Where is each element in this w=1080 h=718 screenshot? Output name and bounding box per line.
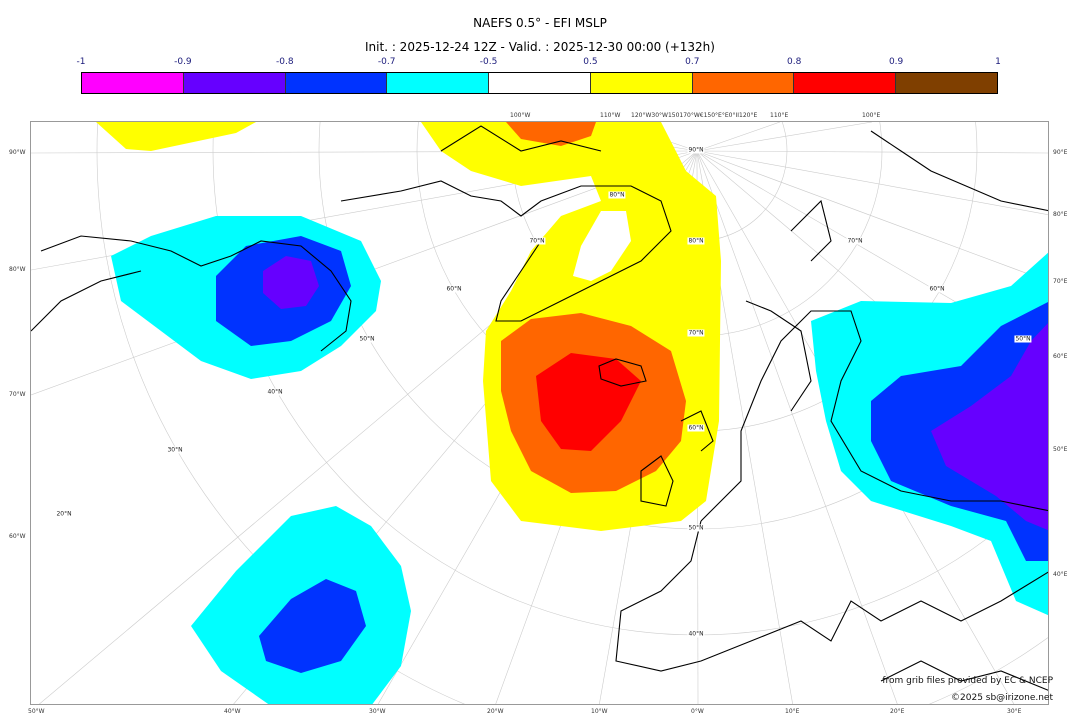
- axis-label-left: 90°W: [9, 149, 26, 156]
- axis-label-top: 110°E: [770, 112, 789, 119]
- field-white-hole: [573, 211, 631, 281]
- axis-label-top: 120°W30°W150170°W€150°E°E0°II120°E: [631, 112, 758, 119]
- colorbar-tick-label: 1: [995, 57, 1001, 67]
- latitude-label: 40°N: [266, 388, 284, 396]
- axis-label-bottom: 20°W: [487, 708, 504, 715]
- axis-label-bottom: 50°W: [28, 708, 45, 715]
- colorbar-tick-label: 0.5: [583, 57, 598, 67]
- chart-subtitle: Init. : 2025-12-24 12Z - Valid. : 2025-1…: [365, 40, 715, 54]
- axis-label-bottom: 30°E: [1007, 708, 1022, 715]
- latitude-label: 70°N: [687, 329, 705, 337]
- axis-label-left: 60°W: [9, 533, 26, 540]
- axis-label-right: 50°E: [1053, 446, 1068, 453]
- efi-fields: [96, 122, 1048, 704]
- colorbar-tick-label: 0.8: [787, 57, 802, 67]
- latitude-label: 70°N: [846, 237, 864, 245]
- chart-title: NAEFS 0.5° - EFI MSLP: [473, 16, 607, 30]
- colorbar-segment: [183, 73, 286, 93]
- axis-label-right: 80°E: [1053, 211, 1068, 218]
- colorbar-segment: [896, 73, 998, 93]
- axis-label-bottom: 0°W: [691, 708, 704, 715]
- axis-label-bottom: 10°W: [591, 708, 608, 715]
- axis-label-bottom: 40°W: [224, 708, 241, 715]
- axis-label-left: 80°W: [9, 266, 26, 273]
- latitude-label: 50°N: [358, 335, 376, 343]
- latitude-label: 20°N: [55, 510, 73, 518]
- credit-source: from grib files provided by EC & NCEP: [882, 676, 1053, 686]
- colorbar-segment: [82, 73, 184, 93]
- coastlines: [31, 125, 1048, 691]
- axis-label-left: 70°W: [9, 391, 26, 398]
- colorbar-segment: [794, 73, 897, 93]
- axis-label-top: 110°W: [600, 112, 621, 119]
- latitude-label: 40°N: [687, 630, 705, 638]
- colorbar-segment: [692, 73, 795, 93]
- axis-label-top: 100°E: [862, 112, 881, 119]
- latitude-label: 60°N: [928, 285, 946, 293]
- axis-label-bottom: 30°W: [369, 708, 386, 715]
- colorbar-segment: [489, 73, 591, 93]
- colorbar-tick-label: -0.7: [377, 57, 396, 67]
- field-yellow-top-left: [96, 122, 256, 151]
- axis-label-right: 40°E: [1053, 571, 1068, 578]
- latitude-label: 50°N: [1014, 335, 1032, 343]
- latitude-label: 80°N: [608, 191, 626, 199]
- colorbar-tick-label: 0.7: [685, 57, 700, 67]
- credit-copyright: ©2025 sb@irizone.net: [951, 693, 1053, 703]
- latitude-label: 80°N: [687, 237, 705, 245]
- colorbar-tick-label: 0.9: [888, 57, 904, 67]
- colorbar-tick-label: -0.9: [174, 57, 192, 67]
- field-red-atlantic: [536, 353, 641, 451]
- colorbar-segment: [285, 73, 388, 93]
- colorbar-tick-label: -0.8: [275, 57, 294, 67]
- latitude-label: 70°N: [528, 237, 546, 245]
- field-violet-labrador: [263, 256, 319, 309]
- map-canvas: [31, 122, 1048, 704]
- field-violet-russia: [931, 323, 1048, 531]
- axis-label-right: 60°E: [1053, 353, 1068, 360]
- axis-label-top: 100°W: [510, 112, 531, 119]
- colorbar-segment: [590, 73, 693, 93]
- latitude-label: 60°N: [445, 285, 463, 293]
- axis-label-bottom: 10°E: [785, 708, 800, 715]
- axis-label-right: 90°E: [1053, 149, 1068, 156]
- axis-label-bottom: 20°E: [890, 708, 905, 715]
- latitude-label: 60°N: [687, 424, 705, 432]
- map: [30, 121, 1049, 705]
- field-blue-atlantic: [259, 579, 366, 673]
- latitude-label: 30°N: [166, 446, 184, 454]
- colorbar: [81, 72, 998, 94]
- latitude-label: 90°N: [687, 146, 705, 154]
- axis-label-right: 70°E: [1053, 278, 1068, 285]
- latitude-label: 50°N: [687, 524, 705, 532]
- colorbar-tick-label: -0.5: [479, 57, 498, 67]
- field-orange-top: [506, 122, 596, 146]
- colorbar-segment: [387, 73, 490, 93]
- colorbar-tick-label: -1: [76, 57, 86, 67]
